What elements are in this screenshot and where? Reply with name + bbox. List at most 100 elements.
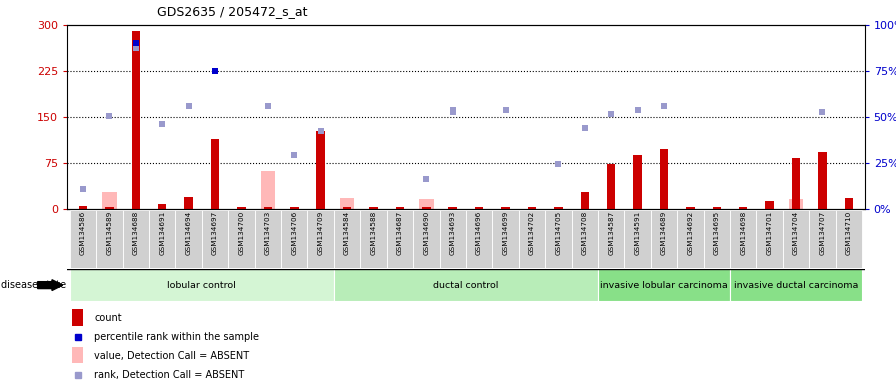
Bar — [72, 347, 83, 363]
Point — [129, 45, 143, 51]
Text: GSM134698: GSM134698 — [740, 211, 746, 255]
Point — [182, 103, 196, 109]
Text: GSM134694: GSM134694 — [185, 211, 192, 255]
Bar — [123, 210, 149, 268]
Bar — [70, 269, 334, 301]
Point — [631, 107, 645, 113]
Point — [419, 175, 434, 182]
Bar — [185, 197, 193, 209]
Point — [76, 186, 90, 192]
Point — [155, 121, 169, 127]
Bar — [360, 210, 387, 268]
Bar — [340, 198, 354, 209]
Point — [419, 175, 434, 182]
Text: GSM134591: GSM134591 — [634, 211, 641, 255]
Bar — [316, 131, 325, 209]
Bar — [396, 207, 404, 209]
Text: ductal control: ductal control — [434, 281, 498, 290]
Bar — [307, 210, 334, 268]
Bar — [149, 210, 176, 268]
Text: GSM134696: GSM134696 — [476, 211, 482, 255]
Text: GSM134690: GSM134690 — [423, 211, 429, 255]
Bar — [176, 210, 202, 268]
Bar — [545, 210, 572, 268]
Bar — [792, 158, 800, 209]
Bar — [263, 207, 272, 209]
Bar — [519, 210, 545, 268]
Text: disease state: disease state — [1, 280, 66, 290]
Point — [445, 109, 460, 115]
Bar — [625, 210, 650, 268]
Point — [604, 111, 618, 117]
Bar — [387, 210, 413, 268]
Text: GSM134692: GSM134692 — [687, 211, 694, 255]
Bar — [836, 210, 862, 268]
Bar — [765, 201, 774, 209]
Bar — [703, 210, 730, 268]
Bar — [677, 210, 703, 268]
Point — [498, 107, 513, 113]
Text: GSM134589: GSM134589 — [107, 211, 113, 255]
Text: GSM134588: GSM134588 — [371, 211, 376, 255]
Text: GSM134704: GSM134704 — [793, 211, 799, 255]
Bar — [102, 192, 116, 209]
Bar — [809, 210, 836, 268]
Bar — [475, 207, 483, 209]
Bar — [598, 269, 730, 301]
Bar — [756, 210, 783, 268]
Bar — [440, 210, 466, 268]
Text: GSM134587: GSM134587 — [608, 211, 614, 255]
Text: GSM134695: GSM134695 — [714, 211, 719, 255]
Text: lobular control: lobular control — [168, 281, 237, 290]
Bar — [554, 207, 563, 209]
Bar — [334, 210, 360, 268]
Bar — [598, 210, 625, 268]
Bar — [261, 171, 275, 209]
Text: GSM134689: GSM134689 — [661, 211, 667, 255]
Text: GSM134707: GSM134707 — [819, 211, 825, 255]
Point — [102, 113, 116, 119]
Bar — [528, 207, 536, 209]
Text: GSM134586: GSM134586 — [80, 211, 86, 255]
Bar — [686, 207, 694, 209]
Text: rank, Detection Call = ABSENT: rank, Detection Call = ABSENT — [94, 369, 245, 380]
Bar — [730, 269, 862, 301]
Bar — [492, 210, 519, 268]
Bar — [659, 149, 668, 209]
Point — [445, 107, 460, 113]
Text: GSM134687: GSM134687 — [397, 211, 403, 255]
Point — [208, 68, 222, 74]
Text: GSM134706: GSM134706 — [291, 211, 297, 255]
Bar — [158, 204, 167, 209]
Bar — [422, 207, 431, 209]
Bar — [105, 207, 114, 209]
Bar — [202, 210, 228, 268]
Text: GSM134688: GSM134688 — [133, 211, 139, 255]
Bar — [783, 210, 809, 268]
Bar — [343, 207, 351, 209]
Point — [815, 109, 830, 115]
Text: GSM134710: GSM134710 — [846, 211, 852, 255]
Bar — [419, 199, 434, 209]
Text: count: count — [94, 313, 122, 323]
Point — [551, 161, 565, 167]
Bar — [633, 155, 642, 209]
Bar — [845, 198, 853, 209]
Bar — [290, 207, 298, 209]
Text: GSM134708: GSM134708 — [582, 211, 588, 255]
Bar — [818, 152, 827, 209]
Bar — [254, 210, 281, 268]
Bar — [228, 210, 254, 268]
Text: GSM134584: GSM134584 — [344, 211, 350, 255]
Bar — [607, 164, 616, 209]
Point — [578, 125, 592, 131]
Text: GSM134705: GSM134705 — [556, 211, 561, 255]
Text: GSM134701: GSM134701 — [767, 211, 772, 255]
Text: GSM134693: GSM134693 — [450, 211, 456, 255]
Bar — [572, 210, 598, 268]
Bar — [70, 210, 96, 268]
Bar — [501, 207, 510, 209]
Bar — [132, 31, 140, 209]
Bar — [79, 206, 87, 209]
Bar — [281, 210, 307, 268]
